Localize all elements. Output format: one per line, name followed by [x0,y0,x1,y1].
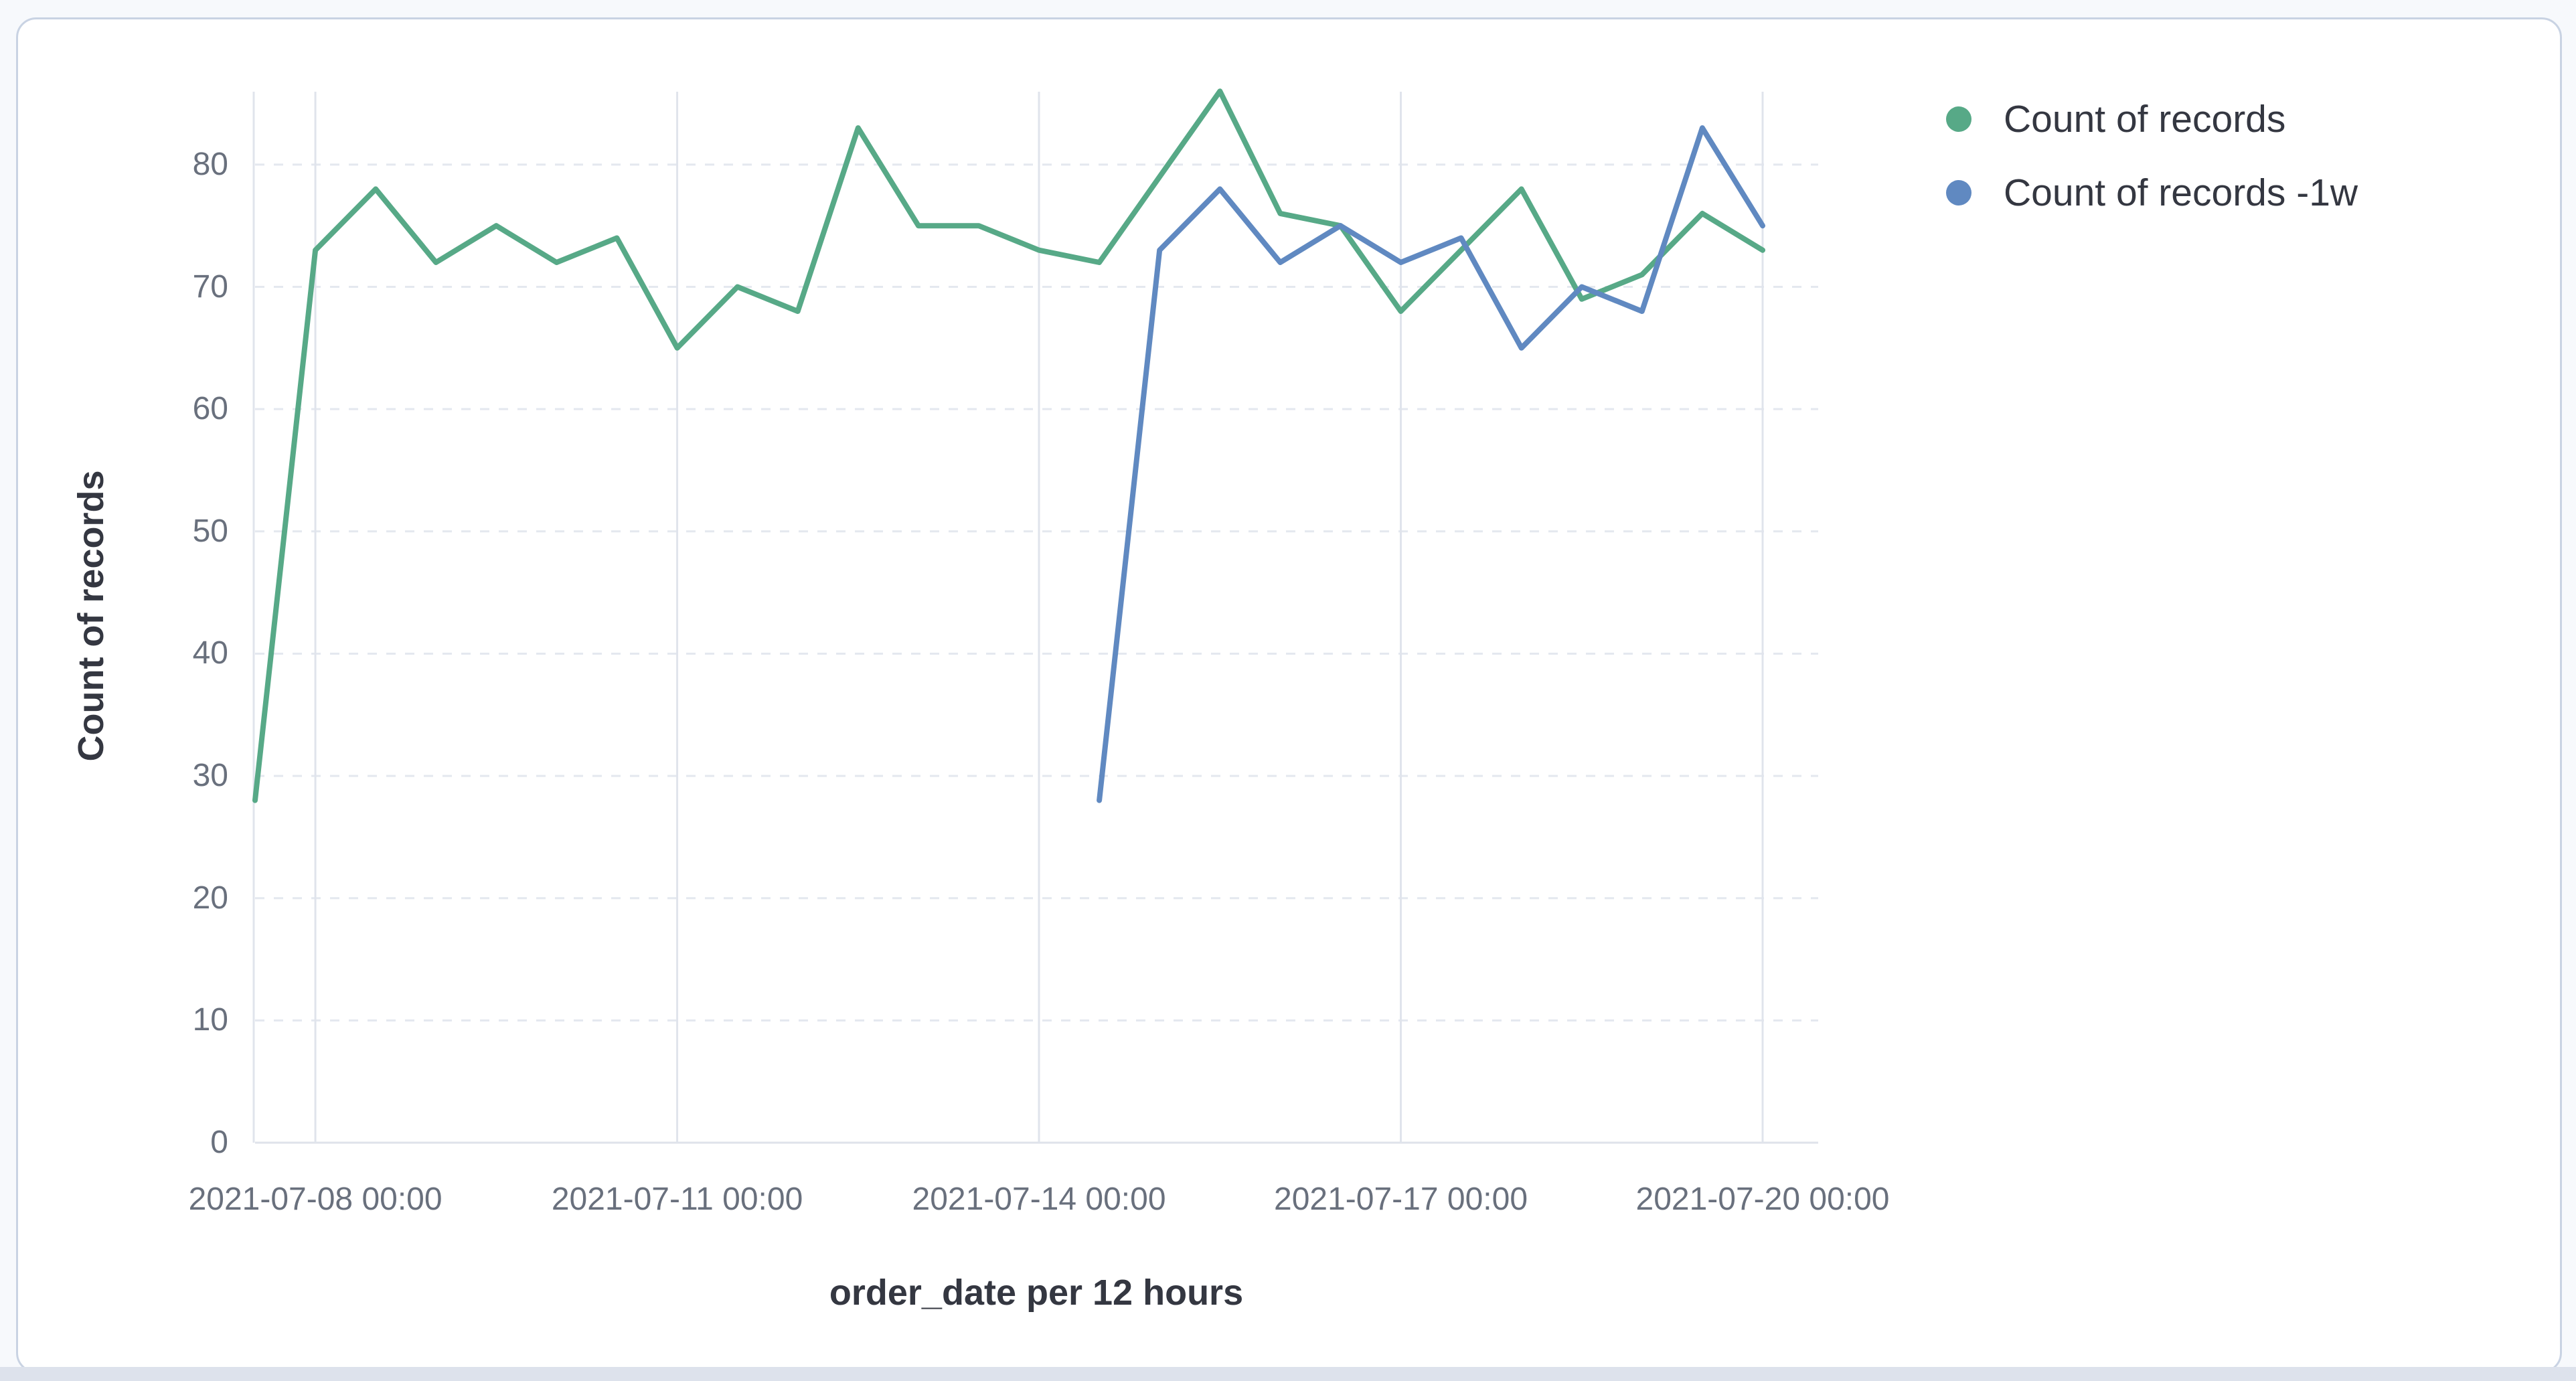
y-tick-label: 60 [192,391,228,427]
y-tick-label: 40 [192,635,228,671]
y-axis-title: Count of records [71,470,111,762]
legend-item[interactable]: Count of records [1946,96,2358,143]
legend-item[interactable]: Count of records -1w [1946,169,2358,216]
y-tick-label: 70 [192,268,228,305]
y-tick-label: 0 [210,1125,228,1160]
y-tick-label: 10 [192,1002,228,1038]
x-axis-title: order_date per 12 hours [829,1273,1244,1313]
series-line-count-of-records--1w[interactable] [1097,125,1765,803]
legend: Count of records Count of records -1w [1946,96,2358,243]
x-tick-label: 2021-07-08 00:00 [188,1182,442,1217]
y-tick-label: 80 [192,146,228,182]
legend-color-dot-icon [1946,180,1971,206]
y-tick-label: 30 [192,758,228,794]
bottom-divider-bar [0,1367,2576,1381]
legend-item-label: Count of records [2004,98,2286,141]
legend-item-label: Count of records -1w [2004,171,2358,214]
x-tick-label: 2021-07-11 00:00 [551,1182,803,1217]
x-tick-label: 2021-07-14 00:00 [912,1182,1166,1217]
y-tick-label: 20 [192,880,228,916]
y-tick-label: 50 [192,513,228,549]
x-tick-label: 2021-07-20 00:00 [1635,1182,1890,1217]
chart-card [16,17,2562,1373]
series-line-count-of-records[interactable] [252,88,1765,803]
legend-color-dot-icon [1946,106,1971,132]
x-tick-label: 2021-07-17 00:00 [1274,1182,1528,1217]
